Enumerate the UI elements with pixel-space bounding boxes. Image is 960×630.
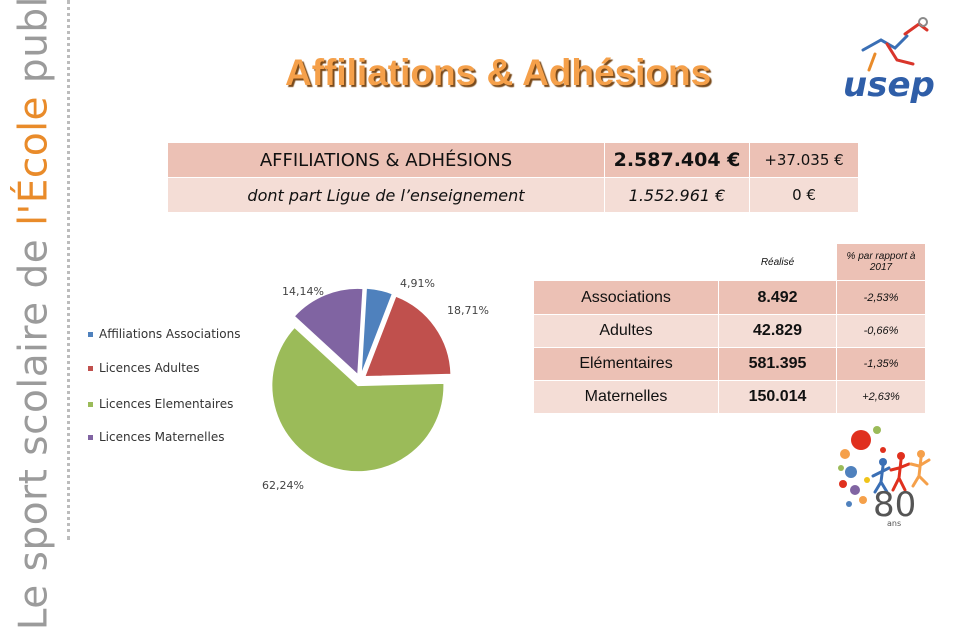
stats-header-row: Réalisé % par rapport à 2017 (533, 243, 926, 281)
pie-label-elementaires: 62,24% (262, 479, 304, 492)
legend-item: Licences Maternelles (88, 430, 224, 444)
stats-label: Associations (533, 280, 719, 315)
summary-total-change: +37.035 € (749, 142, 859, 178)
stats-pct: +2,63% (836, 380, 926, 414)
stats-label: Elémentaires (533, 347, 719, 381)
summary-ligue-label: dont part Ligue de l’enseignement (167, 177, 605, 213)
stats-row: Adultes 42.829 -0,66% (533, 314, 926, 348)
sidebar-divider (67, 0, 70, 540)
pie-label-adultes: 18,71% (447, 304, 489, 317)
stats-label: Adultes (533, 314, 719, 348)
summary-ligue-amount: 1.552.961 € (604, 177, 750, 213)
anniversary-unit: ans (887, 519, 901, 528)
summary-ligue-change: 0 € (749, 177, 859, 213)
summary-total-label: AFFILIATIONS & ADHÉSIONS (167, 142, 605, 178)
slogan-part-2: l'École (11, 95, 57, 226)
stats-table: Réalisé % par rapport à 2017 Association… (533, 243, 926, 414)
slogan-part-3: publique (11, 0, 57, 96)
stats-value: 581.395 (718, 347, 837, 381)
legend-swatch (88, 435, 93, 440)
stats-header-realise: Réalisé (718, 243, 837, 281)
stats-row: Associations 8.492 -2,53% (533, 280, 926, 315)
runner-icon (861, 17, 929, 72)
stats-pct: -2,53% (836, 280, 926, 315)
stats-value: 8.492 (718, 280, 837, 315)
legend-label: Licences Adultes (99, 361, 200, 375)
summary-total-amount: 2.587.404 € (604, 142, 750, 178)
pie-slices (271, 287, 452, 473)
confetti-icon (838, 426, 886, 507)
legend-label: Licences Elementaires (99, 397, 234, 411)
legend-label: Licences Maternelles (99, 430, 225, 444)
sidebar-slogan: Le sport scolaire de l'École publique (12, 0, 57, 630)
usep-logo-text: usep (843, 65, 935, 105)
legend-swatch (88, 402, 93, 407)
legend-item: Licences Adultes (88, 361, 200, 375)
legend-item: Licences Elementaires (88, 397, 233, 411)
stats-header-empty (533, 243, 719, 281)
page-title: Affiliations & Adhésions (285, 52, 712, 93)
legend-label: Affiliations Associations (99, 327, 241, 341)
sidebar-brand: Le sport scolaire de l'École publique (0, 0, 70, 630)
pie-label-maternelles: 14,14% (282, 285, 324, 298)
legend-swatch (88, 366, 93, 371)
athletes-icon (871, 450, 931, 494)
pie-label-associations: 4,91% (400, 277, 435, 290)
stats-pct: -1,35% (836, 347, 926, 381)
stats-pct: -0,66% (836, 314, 926, 348)
summary-row-ligue: dont part Ligue de l’enseignement 1.552.… (167, 177, 859, 213)
pie-slice-adultes (364, 295, 452, 378)
stats-row: Maternelles 150.014 +2,63% (533, 380, 926, 414)
legend-item: Affiliations Associations (88, 327, 240, 341)
legend-swatch (88, 332, 93, 337)
summary-table: AFFILIATIONS & ADHÉSIONS 2.587.404 € +37… (167, 142, 859, 213)
stats-value: 150.014 (718, 380, 837, 414)
pie-slice-maternelles (293, 287, 364, 376)
usep-logo: usep (843, 17, 935, 105)
stats-value: 42.829 (718, 314, 837, 348)
anniversary-logo: 80 ans (838, 426, 931, 528)
anniversary-number: 80 (873, 485, 916, 525)
stats-row: Elémentaires 581.395 -1,35% (533, 347, 926, 381)
slogan-part-1: Le sport scolaire de (11, 225, 57, 630)
summary-row-total: AFFILIATIONS & ADHÉSIONS 2.587.404 € +37… (167, 142, 859, 178)
stats-header-pct: % par rapport à 2017 (836, 243, 926, 281)
pie-chart (271, 287, 452, 473)
pie-slice-elementaires (271, 326, 445, 473)
pie-slice-associations (360, 287, 393, 375)
stats-label: Maternelles (533, 380, 719, 414)
